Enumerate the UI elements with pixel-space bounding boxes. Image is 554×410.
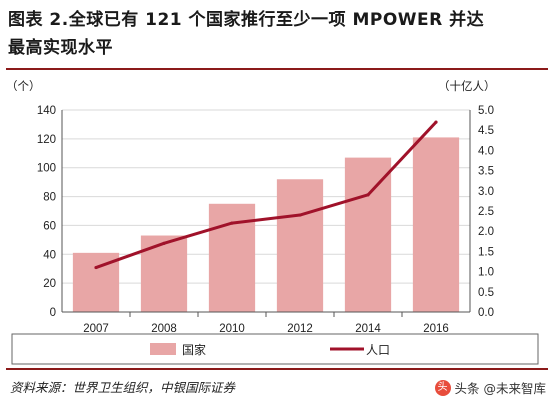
axes: （个） （十亿人） 0 20 40 60 80 100 120 140 0.0 0.5 1.0 1.5… bbox=[6, 79, 496, 335]
right-tick-label: 2.5 bbox=[478, 206, 494, 218]
right-tick-label: 0.5 bbox=[478, 287, 494, 299]
title-divider bbox=[6, 68, 548, 70]
line-point bbox=[230, 221, 234, 225]
source-note: 资料来源：世界卫生组织，中银国际证券 bbox=[10, 380, 236, 395]
title-line-2: 最高实现水平 bbox=[8, 38, 113, 58]
left-tick-label: 80 bbox=[43, 192, 56, 204]
legend-box bbox=[11, 333, 539, 365]
title-line-1: 图表 2.全球已有 121 个国家推行至少一项 MPOWER 并达 bbox=[8, 10, 485, 30]
line-point bbox=[162, 241, 166, 245]
chart-area: （个） （十亿人） 0 20 40 60 80 100 120 140 0.0 0.5 1.0 1.5… bbox=[6, 79, 539, 365]
chart-title: 图表 2.全球已有 121 个国家推行至少一项 MPOWER 并达 最高实现水平 bbox=[8, 6, 548, 62]
right-tick-label: 5.0 bbox=[478, 105, 494, 117]
line-point bbox=[366, 193, 370, 197]
line-point bbox=[298, 213, 302, 217]
toutiao-logo-icon: 头 bbox=[434, 379, 451, 396]
x-tick-label: 2007 bbox=[83, 323, 109, 335]
right-tick-label: 0.0 bbox=[478, 307, 494, 319]
right-tick-label: 3.0 bbox=[478, 186, 494, 198]
bar bbox=[140, 235, 188, 312]
left-axis-unit: （个） bbox=[6, 79, 41, 93]
x-tick-label: 2014 bbox=[355, 323, 381, 335]
x-tick-label: 2012 bbox=[287, 323, 313, 335]
footer-divider bbox=[6, 368, 548, 370]
right-tick-label: 3.5 bbox=[478, 166, 494, 178]
left-tick-label: 100 bbox=[37, 163, 56, 175]
watermark: 头 头条 @未来智库 bbox=[434, 378, 546, 397]
legend: 国家 人口 bbox=[11, 333, 539, 365]
right-axis-unit: （十亿人） bbox=[438, 79, 496, 93]
right-tick-label: 2.0 bbox=[478, 226, 494, 238]
watermark-text: 头条 @未来智库 bbox=[454, 381, 546, 396]
left-tick-label: 140 bbox=[37, 105, 56, 117]
bar bbox=[276, 179, 324, 312]
right-tick-label: 1.5 bbox=[478, 246, 494, 258]
x-tick-label: 2016 bbox=[423, 323, 449, 335]
legend-label-population: 人口 bbox=[366, 343, 390, 357]
line-point bbox=[434, 120, 438, 124]
left-tick-label: 0 bbox=[50, 307, 56, 319]
x-tick-label: 2008 bbox=[151, 323, 177, 335]
line-point bbox=[94, 265, 98, 270]
left-tick-label: 120 bbox=[37, 134, 56, 146]
bar bbox=[412, 137, 460, 312]
x-tick-label: 2010 bbox=[219, 323, 245, 335]
left-tick-label: 20 bbox=[43, 278, 56, 290]
right-tick-label: 4.5 bbox=[478, 125, 494, 137]
line-series bbox=[94, 120, 438, 270]
bar-series bbox=[72, 137, 460, 312]
left-tick-label: 40 bbox=[43, 249, 56, 261]
right-tick-label: 1.0 bbox=[478, 267, 494, 279]
population-line bbox=[95, 121, 438, 269]
legend-swatch-countries bbox=[150, 343, 176, 355]
left-tick-label: 60 bbox=[43, 220, 56, 232]
legend-label-countries: 国家 bbox=[182, 342, 206, 357]
right-tick-label: 4.0 bbox=[478, 145, 494, 157]
bar bbox=[344, 157, 392, 312]
